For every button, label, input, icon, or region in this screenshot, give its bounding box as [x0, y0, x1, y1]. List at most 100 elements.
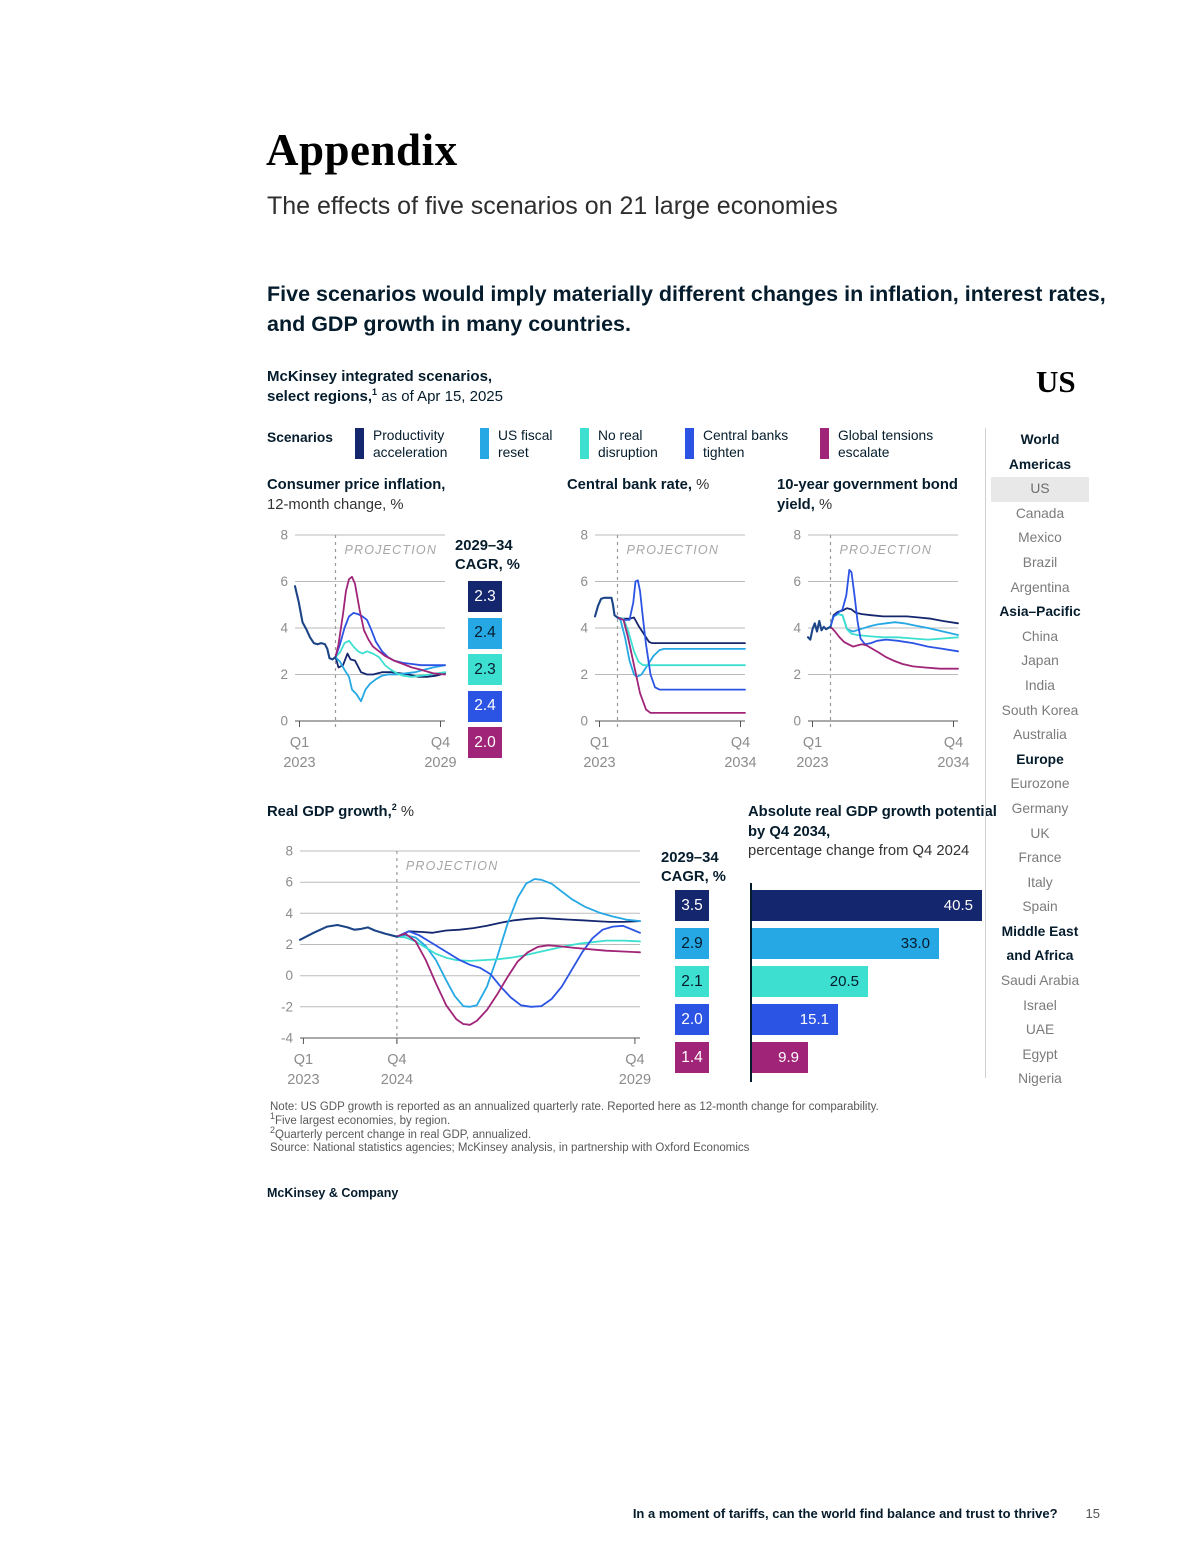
svg-text:6: 6 [280, 574, 288, 589]
svg-text:Q4: Q4 [431, 735, 450, 751]
cagr-badge: 2.4 [468, 617, 502, 649]
legend-swatch-icon [355, 428, 364, 459]
sidebar-item-south-korea[interactable]: South Korea [1001, 702, 1079, 718]
sidebar-item-mexico[interactable]: Mexico [1018, 530, 1062, 546]
bar-row: 33.0 [752, 928, 982, 959]
svg-text:2024: 2024 [381, 1072, 413, 1088]
svg-text:PROJECTION: PROJECTION [406, 859, 499, 873]
bar-fill: 40.5 [752, 890, 982, 921]
exhibit-title-date: as of Apr 15, 2025 [377, 388, 503, 405]
legend-item-1: US fiscal reset [480, 428, 552, 461]
sidebar-item-argentina[interactable]: Argentina [1010, 579, 1070, 595]
cagr-badge: 2.3 [468, 581, 502, 612]
exhibit-title-line2: select regions, [267, 388, 373, 405]
cpi-chart-subtitle: 12-month change, % [267, 496, 404, 513]
sidebar-divider [985, 428, 986, 1078]
svg-text:Q1: Q1 [590, 735, 609, 751]
svg-text:4: 4 [280, 621, 288, 636]
bond-line-chart: 0 2 4 6 8 PROJECTION Q1 2023 Q4 2034 [782, 523, 970, 782]
page-title: Appendix [266, 125, 458, 175]
bond-chart-title: 10-year government bond yield, % [777, 477, 958, 513]
bar-value-label: 33.0 [900, 935, 930, 952]
sidebar-item-uae[interactable]: UAE [1025, 1022, 1055, 1038]
svg-text:2: 2 [580, 667, 588, 682]
bar-chart-title: Absolute real GDP growth potential by Q4… [748, 803, 1000, 862]
svg-text:4: 4 [580, 621, 588, 636]
page-number: 15 [1085, 1506, 1100, 1521]
footnote-line: Note: US GDP growth is reported as an an… [270, 1101, 879, 1113]
sidebar-item-uk[interactable]: UK [1030, 825, 1050, 841]
legend-item-label: Global tensions escalate [838, 428, 934, 460]
bar-value-label: 9.9 [778, 1049, 799, 1066]
sidebar-item-us[interactable]: US [991, 477, 1089, 502]
cpi-cagr-header: 2029–34 CAGR, % [455, 538, 520, 573]
cbr-line-chart: 0 2 4 6 8 PROJECTION Q1 2023 Q4 2034 [569, 523, 757, 782]
sidebar-item-saudi-arabia[interactable]: Saudi Arabia [1000, 973, 1080, 989]
cagr-badge: 2.3 [468, 654, 502, 685]
sidebar-item-italy[interactable]: Italy [1027, 874, 1053, 890]
svg-text:2029: 2029 [424, 755, 456, 771]
exhibit-headline: Five scenarios would imply materially di… [267, 282, 1106, 336]
svg-text:0: 0 [285, 968, 293, 983]
page-subtitle: The effects of five scenarios on 21 larg… [267, 192, 838, 220]
sidebar-item-asia-pacific: Asia–Pacific [999, 604, 1081, 620]
cagr-badge: 2.0 [675, 1004, 709, 1035]
svg-text:2034: 2034 [937, 755, 969, 771]
sidebar-item-world: World [1020, 432, 1060, 447]
svg-text:4: 4 [285, 906, 293, 921]
sidebar-item-eurozone[interactable]: Eurozone [1010, 776, 1070, 792]
svg-text:Q4: Q4 [625, 1052, 644, 1068]
sidebar-item-australia[interactable]: Australia [1013, 727, 1067, 743]
svg-text:8: 8 [793, 528, 801, 543]
svg-text:2: 2 [280, 667, 288, 682]
legend-item-label: Central banks tighten [703, 428, 789, 460]
sidebar-item-spain[interactable]: Spain [1022, 899, 1058, 915]
sidebar-item-middle-east-and-africa: Middle East and Africa [1001, 923, 1079, 964]
cagr-badge: 2.4 [468, 690, 502, 722]
svg-text:8: 8 [285, 844, 293, 859]
sidebar-item-brazil[interactable]: Brazil [1022, 554, 1058, 570]
bar-row: 40.5 [752, 890, 982, 921]
footnote-line: Source: National statistics agencies; Mc… [270, 1142, 750, 1155]
legend-item-label: US fiscal reset [498, 428, 553, 460]
svg-text:0: 0 [580, 714, 588, 729]
legend-item-4: Global tensions escalate [820, 428, 933, 461]
svg-text:2023: 2023 [283, 755, 315, 771]
bar-row: 20.5 [752, 966, 982, 997]
cagr-badge: 3.5 [675, 890, 709, 921]
sidebar-item-nigeria[interactable]: Nigeria [1018, 1071, 1062, 1087]
svg-text:2: 2 [285, 937, 293, 952]
cpi-line-chart: 0 2 4 6 8 PROJECTION Q1 2023 Q4 2029 [269, 523, 457, 782]
svg-text:2: 2 [793, 667, 801, 682]
svg-text:8: 8 [280, 528, 288, 543]
gdp-potential-bar-chart: 40.5 33.0 20.5 15.1 9.9 [752, 890, 982, 1080]
svg-text:-2: -2 [281, 999, 293, 1014]
legend-item-label: No real disruption [598, 428, 658, 460]
sidebar-item-israel[interactable]: Israel [1023, 997, 1057, 1013]
sidebar-item-france[interactable]: France [1018, 850, 1062, 866]
sidebar-item-india[interactable]: India [1025, 677, 1055, 693]
bar-value-label: 40.5 [943, 897, 973, 914]
sidebar-item-canada[interactable]: Canada [1015, 505, 1065, 521]
svg-text:0: 0 [793, 714, 801, 729]
bar-row: 9.9 [752, 1042, 982, 1073]
cbr-chart-title: Central bank rate, % [567, 477, 710, 493]
bar-chart-axis [750, 883, 752, 1082]
sidebar-item-germany[interactable]: Germany [1011, 800, 1069, 816]
svg-text:8: 8 [580, 528, 588, 543]
cagr-badge: 2.1 [675, 966, 709, 997]
sidebar-item-china[interactable]: China [1021, 628, 1059, 644]
sidebar-item-japan[interactable]: Japan [1021, 653, 1059, 669]
brand: McKinsey & Company [267, 1186, 399, 1200]
cagr-badge: 1.4 [675, 1042, 709, 1073]
sidebar-item-egypt[interactable]: Egypt [1022, 1046, 1058, 1062]
bar-value-label: 20.5 [829, 973, 859, 990]
legend-swatch-icon [480, 428, 489, 459]
svg-text:0: 0 [280, 714, 288, 729]
legend-swatch-icon [580, 428, 589, 459]
bar-fill: 9.9 [752, 1042, 808, 1073]
gdp-cagr-header: 2029–34 CAGR, % [661, 850, 726, 885]
bar-row: 15.1 [752, 1004, 982, 1035]
sidebar-item-europe: Europe [1016, 751, 1064, 767]
legend-item-label: Productivity acceleration [373, 428, 448, 460]
